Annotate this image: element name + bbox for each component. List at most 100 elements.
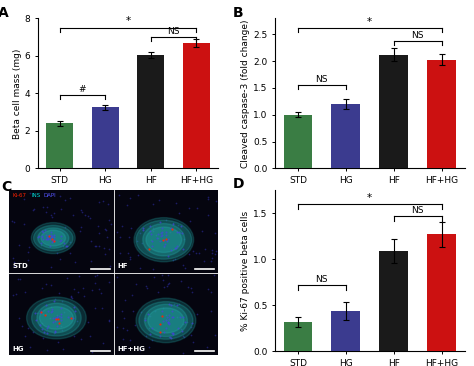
Bar	[283, 115, 312, 168]
Bar	[331, 104, 360, 168]
Text: B: B	[233, 6, 244, 20]
Text: NS: NS	[316, 75, 328, 84]
Point	[56, 238, 64, 244]
Point	[9, 292, 17, 298]
Point	[160, 237, 167, 243]
Point	[189, 339, 197, 345]
Point	[155, 235, 162, 241]
Point	[39, 285, 46, 291]
Point	[25, 325, 32, 331]
Point	[127, 256, 134, 262]
Point	[50, 330, 57, 336]
Bar	[182, 43, 210, 168]
Point	[156, 239, 164, 244]
Point	[193, 205, 201, 210]
Point	[67, 315, 74, 321]
Point	[160, 237, 168, 243]
Point	[145, 325, 153, 330]
Point	[103, 234, 111, 240]
Point	[166, 229, 173, 235]
Point	[88, 258, 95, 264]
Point	[54, 316, 62, 322]
Point	[146, 344, 153, 350]
Point	[106, 317, 113, 323]
Ellipse shape	[34, 225, 73, 251]
Text: #: #	[79, 85, 86, 94]
Ellipse shape	[39, 307, 73, 329]
Bar	[9, 190, 114, 273]
Point	[118, 308, 126, 314]
Bar	[114, 190, 218, 273]
Point	[60, 240, 68, 246]
Point	[53, 314, 61, 320]
Point	[162, 236, 170, 242]
Point	[157, 230, 165, 236]
Ellipse shape	[136, 298, 196, 343]
Point	[155, 231, 162, 237]
Point	[46, 236, 54, 242]
Point	[15, 242, 22, 248]
Point	[47, 304, 55, 310]
Point	[96, 230, 103, 236]
Point	[148, 239, 155, 244]
Text: *: *	[367, 193, 372, 203]
Y-axis label: Cleaved caspase-3 (fold change): Cleaved caspase-3 (fold change)	[241, 19, 250, 168]
Point	[56, 193, 64, 199]
Point	[38, 228, 46, 234]
Point	[169, 330, 177, 336]
Point	[177, 223, 185, 228]
Point	[177, 326, 185, 332]
Point	[52, 329, 59, 335]
Point	[179, 333, 187, 339]
Point	[48, 214, 55, 220]
Point	[40, 329, 48, 335]
Point	[186, 218, 193, 224]
Point	[87, 215, 94, 221]
Point	[48, 236, 56, 242]
Point	[168, 302, 175, 308]
Text: *: *	[126, 16, 130, 26]
Point	[63, 243, 71, 249]
Point	[138, 240, 146, 246]
Point	[158, 225, 166, 231]
Point	[162, 325, 170, 331]
Point	[187, 324, 194, 330]
Point	[173, 243, 181, 249]
Point	[38, 234, 46, 240]
Point	[24, 249, 32, 255]
Point	[116, 250, 124, 256]
Point	[46, 243, 54, 249]
Point	[49, 238, 56, 243]
Point	[152, 308, 159, 314]
Point	[141, 314, 148, 320]
Ellipse shape	[37, 303, 76, 333]
Point	[167, 335, 174, 341]
Point	[139, 225, 147, 231]
Ellipse shape	[27, 297, 86, 339]
Text: NS: NS	[411, 206, 424, 215]
Point	[113, 229, 120, 235]
Point	[201, 246, 209, 252]
Point	[208, 247, 216, 253]
Point	[86, 333, 94, 339]
Ellipse shape	[143, 224, 185, 256]
Point	[47, 232, 55, 238]
Point	[164, 272, 172, 278]
Point	[209, 255, 216, 261]
Point	[173, 302, 181, 308]
Point	[116, 234, 124, 239]
Point	[123, 327, 130, 333]
Point	[105, 217, 113, 223]
Point	[136, 265, 144, 271]
Point	[54, 313, 61, 318]
Point	[106, 318, 113, 324]
Point	[66, 250, 74, 256]
Point	[26, 244, 33, 250]
Point	[57, 305, 65, 311]
Point	[56, 256, 64, 262]
Point	[10, 259, 18, 265]
Point	[169, 220, 176, 226]
Text: *: *	[367, 17, 372, 27]
Point	[44, 347, 51, 353]
Point	[106, 264, 114, 269]
